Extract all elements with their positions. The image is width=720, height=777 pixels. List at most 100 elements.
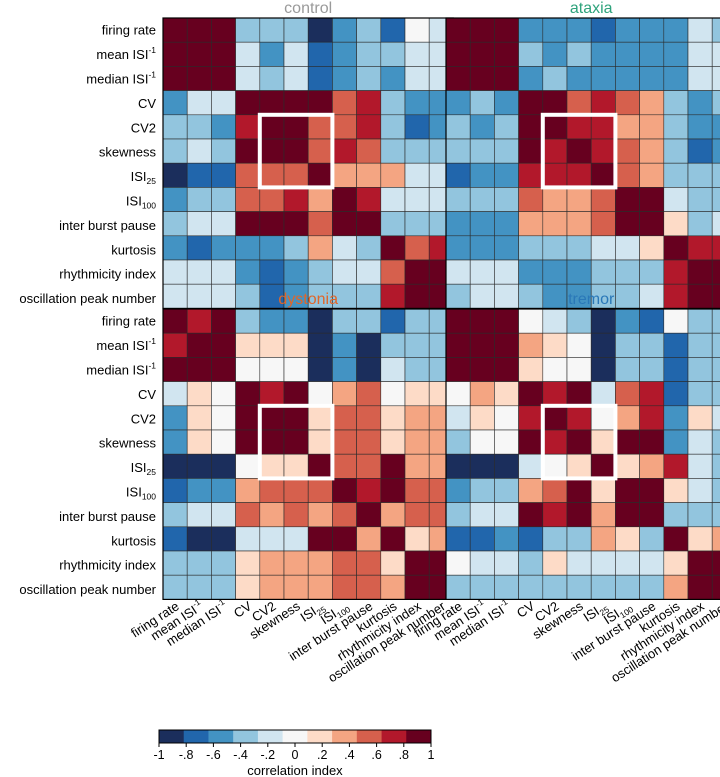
heatmap-cell: [639, 114, 665, 140]
heatmap-cell: [404, 162, 430, 188]
heatmap-cell: [307, 502, 333, 528]
heatmap-cell: [566, 187, 592, 212]
variable-label-text: firing rate: [102, 314, 156, 329]
heatmap-cell: [356, 308, 382, 334]
heatmap-cell: [711, 162, 720, 188]
heatmap-cell: [687, 138, 713, 164]
heatmap-cell: [639, 550, 665, 576]
heatmap-cell: [687, 381, 713, 407]
heatmap-cell: [687, 357, 713, 382]
heatmap-cell: [162, 405, 188, 431]
heatmap-cell: [518, 453, 544, 479]
heatmap-cell: [639, 66, 665, 91]
heatmap-cell: [518, 429, 544, 455]
heatmap-cell: [687, 41, 713, 67]
heatmap-cell: [356, 405, 382, 431]
heatmap-cell: [469, 332, 495, 358]
heatmap-cell: [162, 453, 188, 479]
heatmap-cell: [518, 526, 544, 552]
heatmap-cell: [259, 574, 285, 600]
variable-label-text: CV: [231, 598, 255, 621]
heatmap-cell: [445, 235, 471, 261]
colorbar-tick-label: -1: [153, 748, 164, 762]
heatmap-cell: [445, 211, 471, 237]
heatmap-cell: [332, 308, 357, 334]
heatmap-cell: [186, 405, 212, 431]
heatmap-cell: [494, 162, 519, 188]
variable-label-text: ISI: [131, 460, 147, 475]
heatmap-cell: [211, 453, 236, 479]
heatmap-cell: [162, 381, 188, 407]
heatmap-cell: [711, 235, 720, 261]
heatmap-cell: [307, 211, 333, 237]
heatmap-cell: [663, 66, 689, 91]
heatmap-cell: [639, 405, 665, 431]
heatmap-cell: [162, 550, 188, 576]
heatmap-cell: [259, 259, 285, 285]
heatmap-cell: [494, 187, 519, 212]
row-label-cv2: CV2: [131, 120, 156, 135]
heatmap-cell: [469, 235, 495, 261]
heatmap-cell: [380, 114, 406, 140]
heatmap-cell: [590, 478, 616, 503]
heatmap-cell: [211, 308, 236, 334]
heatmap-cell: [356, 526, 382, 552]
heatmap-cell: [283, 162, 309, 188]
heatmap-cell: [590, 550, 616, 576]
heatmap-cell: [590, 574, 616, 600]
variable-label-text: CV: [138, 96, 156, 111]
heatmap-cell: [283, 259, 309, 285]
heatmap-cell: [711, 283, 720, 309]
heatmap-cell: [639, 187, 665, 212]
heatmap-cell: [639, 90, 665, 116]
heatmap-cell: [542, 357, 568, 382]
colorbar-tick-label: .2: [317, 748, 327, 762]
heatmap-cell: [518, 283, 544, 309]
heatmap-cell: [404, 453, 430, 479]
heatmap-cell: [542, 550, 568, 576]
heatmap-cell: [404, 405, 430, 431]
heatmap-cell: [494, 138, 519, 164]
heatmap-cell: [404, 381, 430, 407]
heatmap-cell: [307, 453, 333, 479]
heatmap-cell: [590, 114, 616, 140]
heatmap-cell: [235, 308, 261, 334]
heatmap-cell: [469, 187, 495, 212]
heatmap-cell: [711, 405, 720, 431]
variable-label-text: median ISI: [86, 363, 148, 378]
heatmap-cell: [590, 138, 616, 164]
heatmap-cell: [307, 381, 333, 407]
heatmap-cell: [542, 90, 568, 116]
heatmap-cell: [711, 357, 720, 382]
heatmap-cell: [542, 308, 568, 334]
heatmap-cell: [186, 187, 212, 212]
heatmap-cell: [404, 550, 430, 576]
row-label-rhythmicity-index: rhythmicity index: [59, 267, 156, 282]
heatmap-cell: [162, 17, 188, 43]
heatmap-cell: [307, 308, 333, 334]
heatmap-cell: [235, 90, 261, 116]
heatmap-cell: [615, 41, 640, 67]
panel-title: ataxia: [570, 0, 613, 17]
x-label-cv: CV: [514, 598, 538, 621]
heatmap-cell: [307, 114, 333, 140]
heatmap-cell: [186, 211, 212, 237]
heatmap-cell: [494, 332, 519, 358]
heatmap-cell: [445, 114, 471, 140]
heatmap-cell: [380, 235, 406, 261]
heatmap-cell: [307, 478, 333, 503]
colorbar-swatch: [406, 730, 432, 743]
variable-label-text: ISI: [126, 194, 142, 209]
heatmap-cell: [404, 526, 430, 552]
heatmap-cell: [615, 90, 640, 116]
heatmap-cell: [469, 478, 495, 503]
heatmap-cell: [332, 526, 357, 552]
heatmap-cell: [639, 259, 665, 285]
heatmap-cell: [711, 526, 720, 552]
heatmap-cell: [566, 66, 592, 91]
row-label-cv: CV: [138, 387, 156, 402]
heatmap-cell: [404, 138, 430, 164]
heatmap-cell: [162, 66, 188, 91]
